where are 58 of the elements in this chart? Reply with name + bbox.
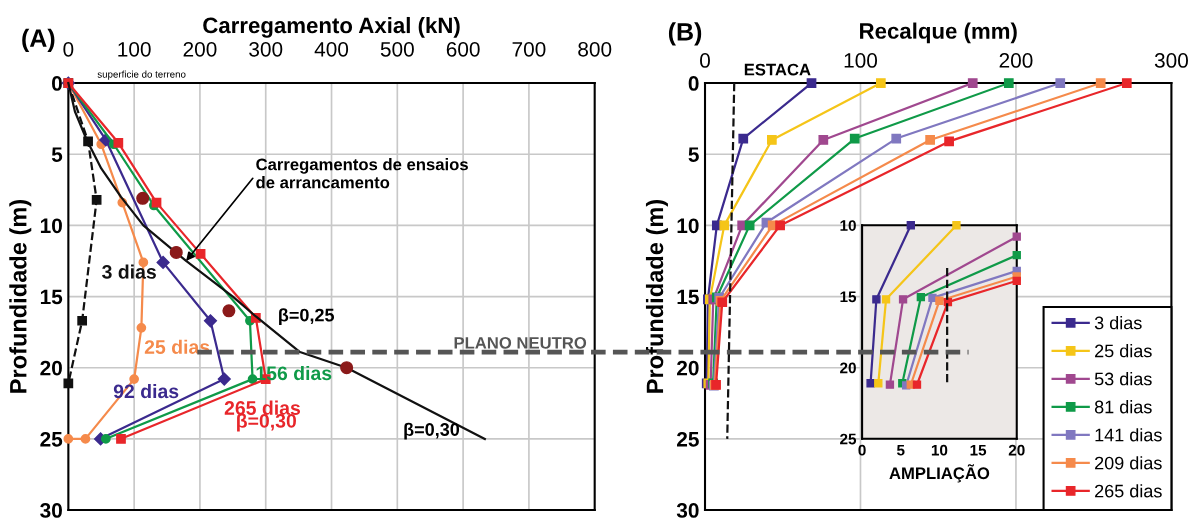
y-tick-label: 20 [40,360,62,376]
x-tick-label: 400 [314,41,349,57]
y-tick-label: 5 [51,147,63,162]
ref-line-label: PLANO NEUTRO [454,336,587,349]
x-tick-label: 5 [896,444,905,456]
legend-label: 3 dias [1094,316,1142,330]
y-tick-label: 10 [677,218,699,234]
x-axis-title: Recalque (mm) [860,22,1017,44]
y-tick-label: 0 [52,76,62,91]
y-tick-label: 25 [840,433,857,445]
x-tick-label: 20 [1008,444,1025,456]
x-tick-label: 15 [970,444,987,456]
y-tick-label: 25 [40,431,63,447]
x-tick-label: 0 [858,444,866,456]
y-tick-label: 15 [840,291,857,303]
y-tick-label: 15 [677,289,699,305]
x-tick-label: 100 [118,41,151,57]
x-tick-label: 500 [380,41,414,57]
x-tick-label: 0 [700,53,710,68]
x-tick-label: 600 [446,41,480,57]
x-tick-label: 200 [999,53,1033,68]
text: superficie do terreno [97,70,186,80]
y-tick-label: 30 [676,503,699,518]
series-label: 265 dias [224,400,301,415]
y-axis-title: Profundidade (m) [9,200,32,393]
annotation: β=0,25 [279,308,335,326]
x-tick-label: 10 [931,444,948,456]
y-tick-label: 0 [688,76,699,91]
x-tick-label: 700 [512,41,546,57]
x-tick-label: 200 [183,41,217,57]
annotation: Carregamentos de ensaios de arrancamento [256,158,468,189]
x-axis-title: Carregamento Axial (kN) [203,16,460,38]
y-tick-label: 20 [840,362,856,374]
y-tick-label: 25 [677,431,699,447]
y-tick-label: 15 [40,289,63,305]
x-axis-title: AMPLIAÇÃO [889,464,990,483]
y-tick-label: 30 [40,503,62,518]
x-tick-label: 100 [844,53,878,68]
y-tick-label: 20 [677,360,699,376]
x-tick-label: 300 [1154,53,1188,68]
annotation: β=0,30 [404,422,460,440]
y-tick-label: 10 [840,220,856,231]
text: ESTACA [744,63,811,76]
legend-label: 209 dias [1095,456,1162,470]
y-tick-label: 10 [40,218,62,234]
legend-label: 81 dias [1094,400,1152,414]
x-tick-label: 300 [249,41,283,57]
x-tick-label: 800 [578,41,612,57]
legend-label: 53 dias [1094,372,1152,386]
x-tick-label: 0 [63,41,74,57]
legend-label: 141 dias [1095,428,1162,442]
chart-title: (B) [668,22,702,46]
y-tick-label: 5 [688,147,699,162]
legend-label: 25 dias [1095,344,1152,358]
y-axis-title: Profundidade (m) [645,200,668,393]
chart-title: (A) [22,28,55,52]
annotation: β=0,30 [237,413,296,432]
legend-label: 265 dias [1095,484,1162,498]
